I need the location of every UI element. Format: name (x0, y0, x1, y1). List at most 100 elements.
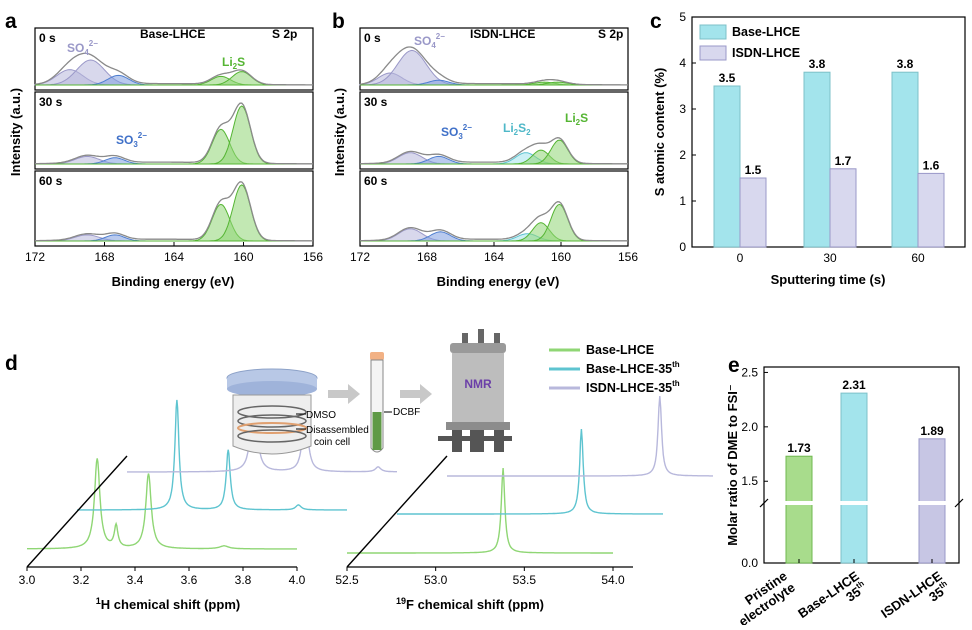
xps-component-peak (359, 49, 628, 86)
panel-c-bar-value: 1.7 (835, 154, 852, 168)
species-sup: 2− (138, 131, 147, 140)
panel-a-letter: a (5, 10, 17, 33)
xps-species-label: Li2S (222, 55, 245, 71)
nmr-1h-x-tick-label: 3.4 (127, 573, 144, 587)
species-main: Li (565, 111, 576, 125)
xps-x-tick-label: 156 (303, 250, 323, 264)
species-main: SO (414, 34, 431, 48)
panel-c-x-tick-label: 60 (911, 251, 925, 265)
nmr-19f-x-tick-label: 54.0 (601, 573, 625, 587)
panel-e-bar (840, 392, 868, 564)
xps-x-tick-label: 168 (417, 250, 437, 264)
panel-e-y-tick-label: 1.5 (741, 474, 758, 488)
xps-frame-1 (359, 91, 629, 170)
panel-c-legend-swatch (699, 45, 727, 61)
panel-c-legend-label: ISDN-LHCE (732, 46, 800, 60)
panel-b-header-sample: ISDN-LHCE (470, 27, 535, 41)
panel-d-19f-xlabel-text: F chemical shift (ppm) (406, 597, 544, 612)
species-sub: 2 (233, 62, 238, 71)
panel-d: d 3.0 3.2 3.4 3.6 3.8 4.0 52.5 53.0 53.5 54.0 1H… (5, 329, 713, 612)
xps-frame-0 (34, 27, 314, 91)
panel-e-x-label-1: Base-LHCE35th (795, 568, 870, 625)
xps-frame-2 (34, 170, 314, 247)
species-sub: 3 (458, 132, 463, 141)
legend-label-1: Base-LHCE-35th (586, 360, 680, 376)
panel-e-x-label-sup: th (854, 579, 865, 591)
xps-frame-1 (34, 91, 314, 170)
nmr-1h-x-tick-label: 4.0 (289, 573, 306, 587)
nmr-1h-x-tick-label: 3.6 (181, 573, 198, 587)
xps-x-tick-label: 160 (233, 250, 253, 264)
label-nmr: NMR (464, 377, 492, 391)
panel-c-bar-value: 3.8 (897, 57, 914, 71)
legend-label-sup: th (672, 360, 680, 369)
species-sub: 3 (133, 140, 138, 149)
nmr-1h-x-tick-label: 3.0 (19, 573, 36, 587)
nmr-1h-depth-axis (26, 455, 128, 568)
species-sub: 2 (576, 118, 581, 127)
species-after: S (518, 121, 526, 135)
nmr-19f-x-tick-label: 53.0 (424, 573, 448, 587)
xps-time-label-1: 30 s (39, 95, 63, 109)
panel-a-header-spectrum: S 2p (272, 27, 297, 41)
species-sub: 4 (84, 48, 89, 57)
nmr-tube-illustration: DCBF (370, 352, 420, 453)
nmr-1h-trace-Base-LHCE (27, 458, 297, 550)
nmr-instrument-illustration: NMR (438, 329, 512, 452)
species-after: S (580, 111, 588, 125)
panel-e-bar (918, 438, 946, 564)
arrow-2-icon (400, 384, 432, 404)
panel-e-y-tick-label: 2.0 (741, 420, 758, 434)
species-main: SO (67, 41, 84, 55)
panel-e-x-label-2: ISDN-LHCE35th (878, 568, 953, 625)
species-main: SO (116, 133, 133, 147)
panel-e-y-tick-label: 0.0 (741, 556, 758, 570)
nmr-19f-trace-Base-LHCE-35th (397, 428, 663, 515)
panel-c-y-tick-label: 2 (679, 148, 686, 162)
xps-time-label-0: 0 s (39, 31, 56, 45)
xps-time-label-1: 30 s (364, 95, 388, 109)
species-after: S (237, 55, 245, 69)
nmr-19f-trace-ISDN-LHCE-35th (447, 395, 713, 477)
panel-d-1h-xlabel: 1H chemical shift (ppm) (96, 596, 240, 612)
panel-e-bar (785, 455, 813, 564)
panel-c-y-tick-label: 5 (679, 10, 686, 24)
panel-b-header-spectrum: S 2p (598, 27, 623, 41)
panel-e-x-label-line2: 35 (843, 584, 863, 605)
xps-time-label-2: 60 s (364, 174, 388, 188)
panel-c-y-tick-label: 0 (679, 240, 686, 254)
label-disassembled: Disassembled (306, 425, 369, 436)
panel-e-bar-value: 2.31 (842, 378, 866, 392)
species-main: Li (503, 121, 514, 135)
panel-e: e 0.0 1.5 2.0 2.5 1.73 2.31 1.89 Pristineelectr… (725, 354, 964, 629)
xps-species-label: SO42− (414, 32, 445, 50)
panel-b-xlabel: Binding energy (eV) (437, 274, 560, 289)
panel-d-19f-xlabel-sup: 19 (396, 596, 406, 606)
xps-species-label: Li2S (565, 111, 588, 127)
panel-e-break-band (765, 501, 958, 505)
panel-d-1h-xlabel-sup: 1 (96, 596, 101, 606)
legend-label-main: ISDN-LHCE-35 (586, 381, 672, 395)
nmr-19f-x-tick-label: 53.5 (513, 573, 537, 587)
xps-frame-0 (359, 27, 629, 91)
nmr-1h-trace-ISDN-LHCE-35th (127, 371, 397, 473)
legend-label-main: Base-LHCE-35 (586, 362, 672, 376)
panel-e-bar-value: 1.73 (787, 441, 811, 455)
arrow-1-icon (328, 384, 360, 404)
panel-b-letter: b (332, 10, 345, 33)
panel-c-y-tick-label: 1 (679, 194, 686, 208)
xps-component-peak (35, 184, 313, 242)
xps-time-label-0: 0 s (364, 31, 381, 45)
panel-c-bar (829, 168, 857, 248)
panel-e-ylabel: Molar ratio of DME to FSI⁻ (725, 384, 740, 545)
xps-envelope-line (360, 137, 628, 165)
panel-c-y-tick-label: 4 (679, 56, 686, 70)
species-sub2: 2 (526, 128, 531, 137)
panel-b-ylabel: Intensity (a.u.) (332, 88, 347, 176)
xps-x-tick-label: 156 (618, 250, 638, 264)
panel-c-bar (739, 177, 767, 248)
nmr-1h-x-tick-label: 3.2 (73, 573, 90, 587)
species-main: Li (222, 55, 233, 69)
